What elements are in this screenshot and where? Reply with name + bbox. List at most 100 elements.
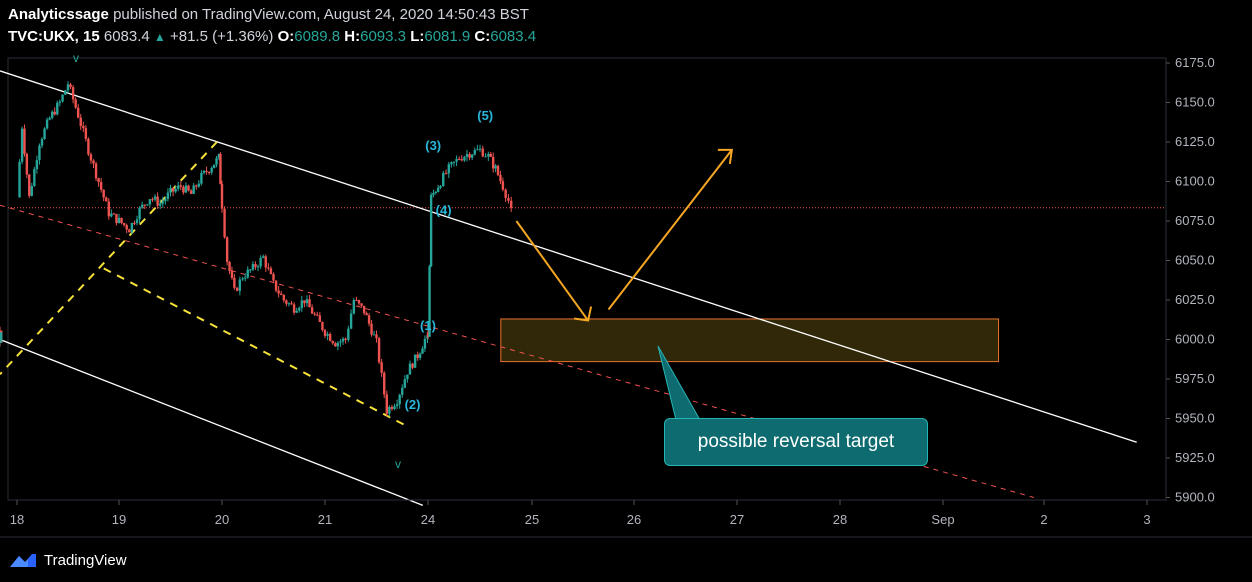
candle-body	[478, 148, 482, 150]
candle-body	[66, 84, 70, 91]
candle-body	[58, 101, 62, 103]
price-axis: 6175.0 6150.0 6125.0 6100.0 6075.0 6050.0 6025…	[1165, 55, 1215, 505]
low-value: 6081.9	[424, 28, 471, 45]
candle-body	[241, 278, 244, 280]
candle-body	[43, 128, 46, 140]
candle-body	[233, 277, 236, 288]
candle-body	[383, 372, 386, 395]
candle-body	[411, 363, 414, 368]
candle-body	[465, 154, 469, 157]
candle-body	[432, 192, 435, 195]
time-tick-label: 26	[627, 512, 641, 527]
candle-body	[403, 379, 407, 388]
channel-upper-line	[0, 70, 1137, 443]
candle-body	[450, 162, 453, 165]
publisher-name[interactable]: Analyticssage	[8, 6, 109, 23]
drawing-layer	[0, 70, 1166, 507]
candle-body	[285, 300, 288, 304]
candle-body	[161, 201, 164, 204]
candle-body	[305, 299, 309, 304]
candle-body	[115, 213, 118, 223]
candle-body	[377, 338, 381, 363]
tradingview-brand: TradingView	[44, 551, 127, 569]
candle-body	[112, 213, 116, 215]
candle-body	[287, 303, 291, 305]
candle-body	[487, 153, 490, 157]
price-tick-label: 5975.0	[1175, 371, 1215, 386]
candle-body	[23, 128, 26, 154]
candle-body	[50, 111, 54, 118]
candle-body	[334, 343, 337, 347]
candle-body	[426, 332, 430, 337]
price-tick-label: 5925.0	[1175, 450, 1215, 465]
candle-body	[473, 150, 476, 155]
wave-label: (5)	[477, 108, 493, 123]
candle-body	[38, 145, 41, 161]
candle-body	[61, 94, 64, 102]
candle-body	[153, 196, 157, 200]
candle-body	[499, 175, 502, 182]
candle-body	[300, 300, 304, 308]
candle-body	[484, 156, 487, 158]
candle-body	[423, 338, 427, 349]
candle-body	[64, 90, 67, 95]
candle-body	[171, 187, 175, 192]
candle-body	[360, 303, 363, 306]
candle-body	[30, 185, 33, 196]
time-tick-label: 28	[833, 512, 847, 527]
price-tick-label: 5950.0	[1175, 411, 1215, 426]
symbol-label[interactable]: TVC:UKX, 15	[8, 28, 100, 45]
candle-body	[182, 186, 185, 193]
candle-body	[92, 160, 95, 164]
candle-body	[238, 279, 242, 291]
candle-body	[352, 300, 356, 314]
candle-body	[494, 165, 497, 169]
price-tick-label: 5900.0	[1175, 490, 1215, 505]
candle-body	[313, 313, 316, 315]
candle-body	[398, 394, 401, 405]
candle-body	[365, 313, 368, 316]
candle-body	[200, 172, 203, 184]
candle-body	[230, 271, 234, 278]
candle-body	[280, 293, 283, 295]
candle-body	[130, 222, 134, 233]
candle-body	[18, 161, 21, 198]
candle-body	[489, 153, 492, 157]
candle-body	[439, 185, 442, 188]
candle-body	[133, 222, 136, 224]
candle-body	[507, 197, 510, 201]
candle-body	[426, 335, 429, 339]
target-zone	[500, 318, 1000, 363]
candle-body	[179, 185, 182, 187]
candle-body	[45, 119, 49, 129]
callout-text: possible reversal target	[697, 431, 895, 452]
candle-series	[0, 81, 513, 417]
candle-body	[225, 237, 229, 262]
candle-body	[331, 341, 334, 344]
candle-body	[264, 256, 267, 268]
candle-body	[321, 321, 324, 331]
candle-body	[269, 268, 273, 275]
reversal-callout[interactable]: possible reversal target	[664, 418, 928, 466]
candle-body	[146, 204, 149, 206]
candle-body	[308, 299, 311, 308]
candle-body	[205, 170, 208, 173]
candle-body	[277, 290, 280, 294]
candle-body	[140, 204, 144, 208]
candle-body	[74, 99, 77, 108]
candle-body	[243, 277, 247, 279]
candle-body	[97, 178, 100, 183]
candle-body	[416, 354, 419, 358]
candle-body	[223, 208, 226, 238]
candle-body	[195, 185, 198, 187]
candle-body	[372, 334, 376, 336]
candle-body	[164, 198, 167, 202]
price-tick-label: 6100.0	[1175, 174, 1215, 189]
candle-body	[452, 161, 456, 163]
time-tick-label: 18	[10, 512, 24, 527]
candle-body	[282, 294, 285, 301]
candle-body	[217, 154, 221, 159]
publish-line: Analyticssage published on TradingView.c…	[8, 4, 1244, 26]
candle-body	[274, 280, 278, 291]
